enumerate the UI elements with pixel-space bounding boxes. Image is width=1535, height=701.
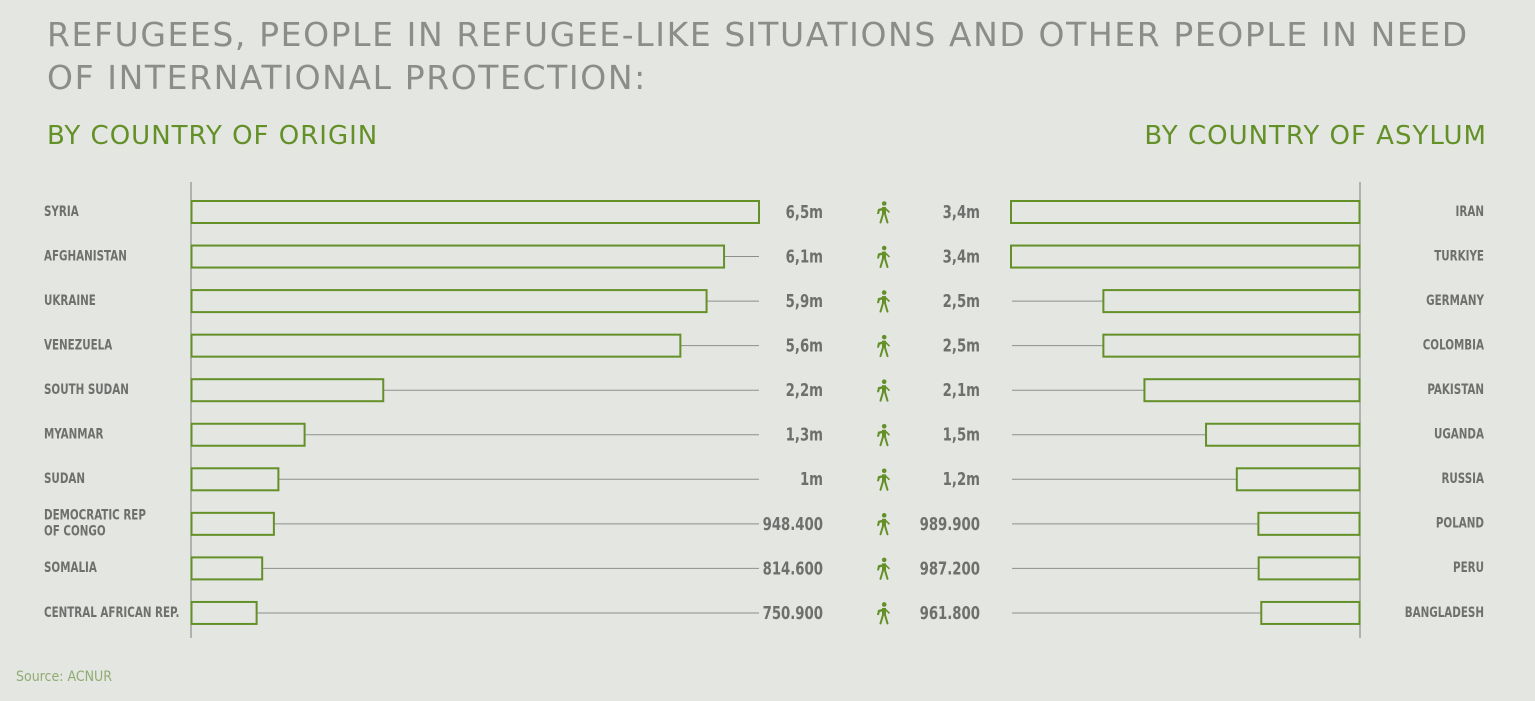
asylum-value-label: 1,2m [943,469,980,490]
asylum-country-label: PERU [1453,560,1484,576]
origin-bar [190,600,258,625]
asylum-value-label: 2,5m [943,291,980,312]
origin-country-label: SOUTH SUDAN [44,382,129,398]
asylum-bar [1257,556,1361,581]
origin-value-label: 948.400 [763,513,823,534]
origin-value-label: 5,9m [786,291,823,312]
origin-country-label: VENEZUELA [44,337,112,353]
origin-value-label: 2,2m [786,380,823,401]
hiker-icon [877,379,890,402]
asylum-value-label: 3,4m [943,246,980,267]
origin-country-label: CENTRAL AFRICAN REP. [44,605,179,621]
origin-bar [190,422,306,447]
origin-bar [190,333,682,358]
page-title: REFUGEES, PEOPLE IN REFUGEE-LIKE SITUATI… [47,15,1469,97]
asylum-value-label: 2,5m [943,335,980,356]
origin-country-label: DEMOCRATIC REP [44,508,146,524]
origin-country-label: SOMALIA [44,560,97,576]
asylum-country-label: UGANDA [1434,427,1484,443]
origin-bar [190,467,280,492]
hiker-icon [877,468,890,491]
origin-bar [190,511,275,536]
asylum-bar [1260,600,1361,625]
origin-country-label: SYRIA [44,204,79,220]
asylum-bar [1102,289,1361,314]
origin-value-label: 750.900 [763,602,823,623]
asylum-value-label: 3,4m [943,202,980,223]
origin-value-label: 6,5m [786,202,823,223]
asylum-country-label: TURKIYE [1434,248,1484,264]
asylum-value-label: 1,5m [943,424,980,445]
hiker-icon [877,557,890,580]
asylum-country-label: IRAN [1456,204,1484,220]
origin-bar [190,289,708,314]
asylum-value-label: 989.900 [920,513,980,534]
asylum-country-label: POLAND [1436,516,1484,532]
origin-value-label: 1,3m [786,424,823,445]
origin-country-label: UKRAINE [44,293,96,309]
asylum-bar [1010,244,1361,269]
hiker-icon [877,423,890,447]
asylum-heading: BY COUNTRY OF ASYLUM [1144,121,1487,151]
asylum-bar [1143,378,1361,403]
asylum-value-label: 987.200 [920,558,980,579]
asylum-bar [1235,467,1361,492]
asylum-country-label: GERMANY [1426,293,1484,309]
asylum-bar [1010,200,1361,224]
source-note: Source: ACNUR [16,669,113,685]
asylum-country-label: RUSSIA [1441,471,1484,487]
hiker-icon [877,334,890,358]
origin-country-label: SUDAN [44,471,85,487]
origin-bar [190,378,385,403]
asylum-value-label: 2,1m [943,380,980,401]
origin-bar [190,556,264,581]
asylum-country-label: COLOMBIA [1423,337,1484,353]
origin-country-label: MYANMAR [44,427,104,443]
hiker-icon [877,513,890,536]
origin-country-label: OF CONGO [44,524,106,540]
origin-value-label: 5,6m [786,335,823,356]
hiker-icon [877,290,890,313]
origin-country-label: AFGHANISTAN [44,248,127,264]
origin-value-label: 1m [800,469,823,490]
asylum-country-label: PAKISTAN [1427,382,1484,398]
origin-heading: BY COUNTRY OF ORIGIN [47,121,379,151]
origin-bar [190,244,726,269]
hiker-icon [877,201,890,224]
hiker-icon [877,245,890,269]
origin-bar [190,200,760,224]
origin-value-label: 6,1m [786,246,823,267]
asylum-country-label: BANGLADESH [1405,605,1484,621]
asylum-value-label: 961.800 [920,602,980,623]
asylum-bar [1205,422,1361,447]
origin-value-label: 814.600 [763,558,823,579]
asylum-bar [1257,511,1361,536]
hiker-icon [877,602,890,625]
asylum-bar [1102,333,1361,358]
